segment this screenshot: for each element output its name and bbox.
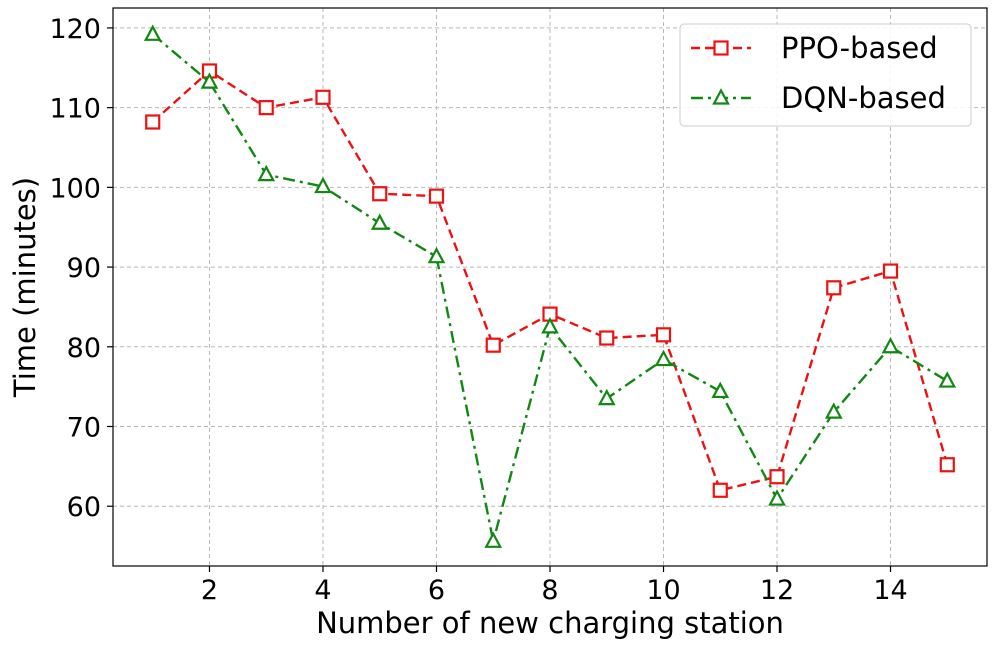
data-point: [938, 371, 957, 388]
data-point: [939, 457, 955, 473]
axis-ticks: 2 4 6 8 10 12 14 60 70 80 90 100 110 120: [49, 14, 907, 606]
x-axis-label: Number of new charging station: [316, 606, 784, 640]
data-point: [143, 24, 162, 41]
legend-marker-ppo: [713, 40, 729, 56]
series-layer: [143, 24, 957, 548]
data-point: [427, 246, 446, 264]
data-point: [485, 337, 501, 353]
data-point: [711, 381, 730, 399]
legend-marker-dqn: [712, 88, 730, 105]
x-tick-label: 12: [760, 575, 794, 606]
legend-marker-shape: [713, 40, 729, 56]
y-axis-label: Time (minutes): [8, 177, 42, 398]
x-tick-label: 14: [873, 575, 907, 606]
data-point: [882, 263, 899, 279]
data-point: [372, 186, 388, 202]
data-point: [768, 489, 786, 506]
data-point: [655, 327, 672, 343]
data-point: [712, 482, 728, 498]
data-point: [881, 336, 900, 354]
data-point: [315, 89, 331, 105]
x-tick-label: 4: [314, 575, 331, 606]
data-point: [597, 388, 616, 406]
data-point: [257, 164, 276, 182]
legend-box: [679, 23, 972, 127]
data-point: [145, 114, 161, 130]
x-tick-label: 2: [201, 575, 218, 606]
x-tick-label: 8: [541, 575, 558, 606]
data-point: [541, 317, 559, 334]
series-dqn: [143, 24, 957, 548]
series-ppo: [145, 63, 955, 498]
data-point: [654, 349, 673, 367]
y-tick-label: 60: [67, 492, 101, 523]
legend-marker-shape: [712, 88, 730, 105]
y-tick-label: 100: [49, 173, 101, 204]
y-tick-label: 80: [67, 333, 101, 364]
data-point: [370, 213, 389, 230]
data-point: [314, 176, 332, 194]
data-point: [769, 469, 785, 485]
data-point: [599, 330, 615, 346]
x-tick-label: 10: [646, 575, 680, 606]
data-point: [826, 280, 842, 296]
y-tick-label: 110: [49, 94, 101, 125]
y-tick-label: 70: [67, 413, 101, 444]
x-tick-label: 6: [428, 575, 445, 606]
y-tick-label: 90: [67, 253, 101, 284]
legend: PPO-based DQN-based: [679, 23, 972, 127]
data-point: [428, 188, 445, 204]
data-point: [200, 72, 219, 89]
y-tick-label: 120: [49, 14, 101, 45]
data-point: [484, 531, 503, 548]
data-point: [258, 100, 274, 116]
legend-label-dqn: DQN-based: [781, 81, 946, 115]
legend-label-ppo: PPO-based: [781, 31, 938, 65]
data-point: [824, 402, 843, 419]
